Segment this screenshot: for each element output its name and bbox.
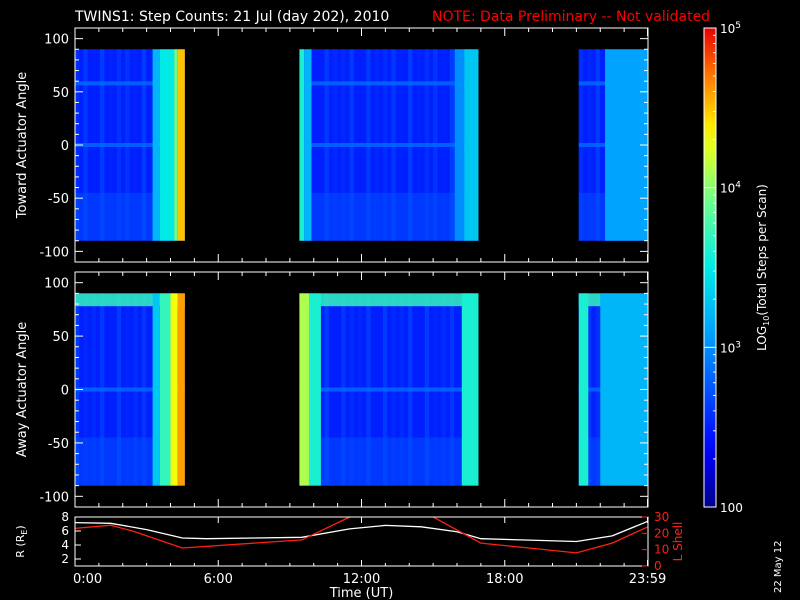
bright-column [159, 49, 175, 241]
bright-column [152, 293, 160, 486]
x-tick-label: 12:00 [343, 572, 380, 587]
colorbar-tick-label: 103 [720, 340, 741, 355]
colorbar-scale [703, 27, 717, 508]
bright-column [159, 293, 171, 486]
left-y-tick-label: 8 [61, 510, 69, 524]
colorbar-label-main: LOG [755, 326, 769, 351]
x-axis-label: Time (UT) [329, 586, 394, 600]
y-tick-label: 100 [44, 277, 69, 292]
colorbar-tick-exp: 3 [735, 340, 741, 350]
right-y-tick-label: 0 [654, 559, 662, 573]
colorbar-tick-exp: 5 [735, 21, 741, 31]
preliminary-note: NOTE: Data Preliminary -- Not validated [432, 9, 710, 25]
chart-title: TWINS1: Step Counts: 21 Jul (day 202), 2… [74, 9, 389, 25]
angle-band [299, 81, 479, 86]
angle-band [75, 387, 185, 392]
colorbar-tick-label: 105 [720, 21, 741, 36]
colorbar-tick-base: 10 [720, 341, 735, 355]
top-angle-band [299, 293, 479, 307]
left-y-tick-label: 2 [61, 552, 69, 566]
colorbar-tick-base: 100 [720, 501, 743, 515]
bright-column [461, 293, 479, 486]
left-y-axis-label-sub: E [20, 530, 29, 535]
bright-column [299, 49, 305, 241]
date-stamp: 22 May 12 [773, 541, 784, 593]
bright-column [177, 49, 185, 241]
colorbar-tick-exp: 4 [735, 181, 741, 191]
colorbar-tick-label: 100 [720, 501, 743, 515]
bright-column [177, 293, 185, 486]
l-shell-line [431, 517, 648, 554]
bright-column [152, 49, 160, 241]
y-tick-label: 0 [61, 384, 69, 399]
l-shell-line [75, 517, 351, 549]
data-lower-region [299, 437, 479, 486]
y-tick-label: -100 [39, 245, 69, 260]
colorbar-tick-base: 10 [720, 22, 735, 36]
away-angle-panel: 100 50 0 -50 -100 Away Actuator Angle [15, 271, 649, 508]
angle-band [299, 387, 479, 392]
left-y-tick-label: 4 [61, 538, 69, 552]
bright-column [170, 293, 178, 486]
y-axis-label: Away Actuator Angle [15, 322, 30, 457]
left-y-axis-label: R (RE) [14, 525, 29, 557]
y-tick-label: 100 [44, 33, 69, 48]
left-y-axis-label-main: R (R [14, 534, 27, 557]
r-distance-line [75, 520, 648, 543]
right-y-tick-label: 20 [654, 526, 669, 540]
bright-column [174, 49, 178, 241]
x-tick-label: 23:59 [629, 572, 666, 587]
x-tick-label: 6:00 [204, 572, 233, 587]
y-tick-label: 50 [52, 330, 69, 345]
y-tick-label: -50 [48, 192, 69, 207]
y-tick-label: 50 [52, 86, 69, 101]
colorbar-label-rest: (Total Steps per Scan) [755, 184, 769, 316]
right-y-tick-label: 30 [654, 510, 669, 524]
bright-column [308, 293, 321, 486]
left-y-tick-label: 6 [61, 524, 69, 538]
bright-column [299, 293, 309, 486]
colorbar-label: LOG10(Total Steps per Scan) [755, 184, 771, 351]
y-tick-label: -50 [48, 437, 69, 452]
angle-band [75, 81, 185, 86]
colorbar-tick-base: 10 [720, 182, 735, 196]
bright-column [304, 49, 312, 241]
bright-column [454, 49, 465, 241]
left-y-axis-label-close: ) [14, 525, 27, 529]
data-lower-region [299, 192, 479, 241]
colorbar-label-sub: 10 [762, 316, 771, 326]
bright-column [464, 49, 479, 241]
bright-column [578, 293, 589, 486]
x-tick-label: 0:00 [73, 572, 102, 587]
x-tick-label: 18:00 [486, 572, 523, 587]
right-y-tick-label: 10 [654, 543, 669, 557]
colorbar-tick-label: 104 [720, 181, 741, 196]
toward-angle-panel: 100 50 0 -50 -100 Toward Actuator Angle [15, 27, 649, 263]
angle-band [75, 143, 185, 147]
y-tick-label: -100 [39, 490, 69, 505]
y-tick-label: 0 [61, 139, 69, 154]
right-y-axis-label: L Shell [671, 522, 685, 562]
y-axis-label: Toward Actuator Angle [15, 72, 30, 219]
angle-band [299, 143, 479, 147]
